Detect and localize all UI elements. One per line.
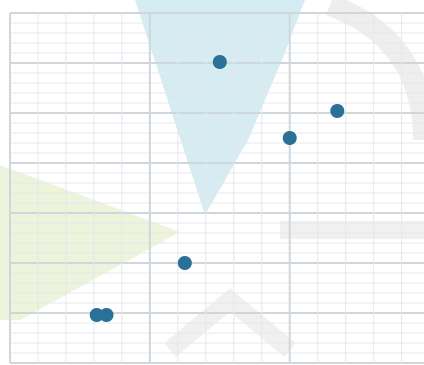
point [282,131,297,145]
point [212,55,227,69]
watermark [325,0,424,141]
grid [9,12,424,364]
watermark [164,221,424,357]
point [89,308,104,322]
points [89,55,345,322]
point [99,308,114,322]
point [330,104,345,118]
point [177,256,192,270]
